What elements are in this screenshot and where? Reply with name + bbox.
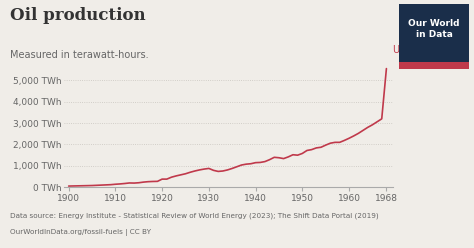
Text: Data source: Energy Institute - Statistical Review of World Energy (2023); The S: Data source: Energy Institute - Statisti… xyxy=(10,212,379,218)
Bar xyxy=(399,62,469,69)
Text: Measured in terawatt-hours.: Measured in terawatt-hours. xyxy=(10,50,149,60)
Text: OurWorldInData.org/fossil-fuels | CC BY: OurWorldInData.org/fossil-fuels | CC BY xyxy=(10,229,151,236)
Text: United States: United States xyxy=(393,45,460,55)
Text: Our World
in Data: Our World in Data xyxy=(409,19,460,39)
Text: Oil production: Oil production xyxy=(10,7,146,25)
